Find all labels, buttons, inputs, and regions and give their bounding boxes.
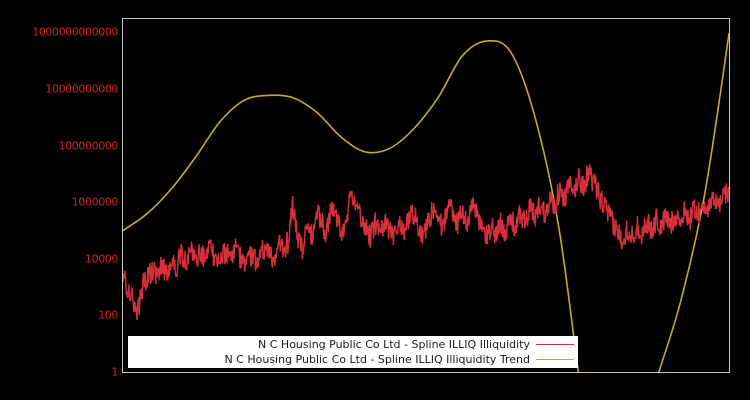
y-axis-tick-label: 10000 — [85, 252, 118, 266]
y-axis-tick-label: 1000000000000 — [32, 25, 118, 39]
y-axis-tick-label: 100000000 — [58, 139, 119, 153]
chart-legend: N C Housing Public Co Ltd - Spline ILLIQ… — [128, 336, 578, 368]
y-axis-tick-label: 1000000 — [71, 195, 119, 209]
legend-label-illiq: N C Housing Public Co Ltd - Spline ILLIQ… — [258, 338, 530, 351]
legend-swatch-illiq — [536, 344, 574, 345]
series-layer — [123, 32, 729, 372]
legend-swatch-trend — [536, 359, 574, 360]
series-line-trend — [123, 32, 729, 372]
series-line-illiq — [123, 163, 729, 321]
y-axis-tick-label: 100 — [98, 308, 118, 322]
y-axis-tick-label: 10000000000 — [45, 82, 118, 96]
legend-item-illiq[interactable]: N C Housing Public Co Ltd - Spline ILLIQ… — [128, 337, 574, 352]
plot-area — [122, 18, 730, 373]
y-axis-tick-label: 1 — [111, 365, 118, 379]
legend-item-trend[interactable]: N C Housing Public Co Ltd - Spline ILLIQ… — [128, 352, 574, 367]
legend-label-trend: N C Housing Public Co Ltd - Spline ILLIQ… — [224, 353, 530, 366]
y-axis: 1 100 10000 1000000 100000000 10000000000 1000… — [0, 0, 118, 400]
